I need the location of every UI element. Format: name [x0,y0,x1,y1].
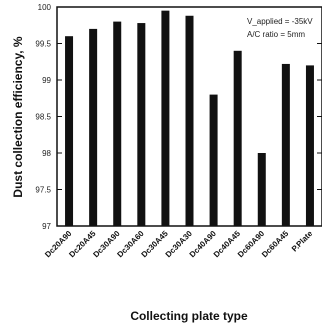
y-tick-label: 98 [42,149,51,158]
bar [89,28,98,227]
annotation-ac-ratio: A/C ratio = 5mm [247,30,305,39]
x-tick-label: Dc60A45 [260,229,291,260]
y-tick-label: 98.5 [35,113,51,122]
bar [305,65,314,227]
y-tick-label: 97 [42,222,51,231]
bar [257,153,266,226]
bar [137,23,146,227]
bar [233,50,242,226]
annotation-voltage: V_applied = -35kV [247,17,313,26]
y-tick-label: 100 [38,3,52,12]
bar [113,21,122,226]
x-axis-title: Collecting plate type [130,309,248,323]
bar [65,36,74,227]
y-tick-label: 99 [42,76,51,85]
bars [65,10,314,227]
bar [281,63,290,226]
legend-annotation: V_applied = -35kV A/C ratio = 5mm [247,17,313,39]
y-tick-label: 97.5 [35,186,51,195]
y-axis-ticks: 97 97.5 98 98.5 99 99.5 100 [35,3,322,231]
bar [161,10,170,227]
bar [185,15,194,227]
bar [209,94,218,226]
x-axis-tick-labels: Dc20A90Dc20A45Dc30A90Dc30A60Dc30A45Dc30A… [43,229,315,260]
y-tick-label: 99.5 [35,40,51,49]
x-tick-label: P.Plate [290,229,315,254]
y-axis-title: Dust collection efficiency, % [11,36,25,197]
